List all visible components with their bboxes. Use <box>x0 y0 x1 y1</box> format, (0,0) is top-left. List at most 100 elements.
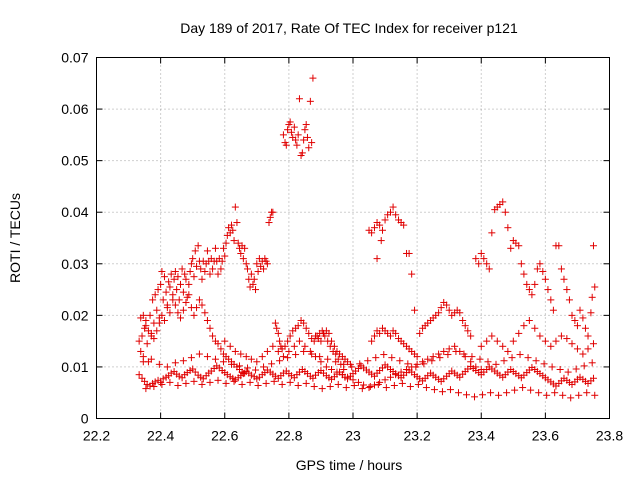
data-point <box>295 95 303 103</box>
data-point <box>153 327 161 335</box>
data-point <box>163 304 171 312</box>
data-point <box>499 198 507 206</box>
data-point <box>270 377 278 385</box>
data-point <box>201 309 209 317</box>
data-point <box>139 311 147 319</box>
x-axis: 22.2 22.4 22.6 22.8 23 23.2 23.4 23.6 23.8 <box>83 57 623 444</box>
data-point <box>191 247 199 255</box>
data-point <box>349 376 357 384</box>
data-point <box>179 288 187 296</box>
data-point <box>536 332 544 340</box>
data-point <box>294 131 302 139</box>
data-point <box>467 332 475 340</box>
data-point <box>226 342 234 350</box>
data-point <box>389 203 397 211</box>
data-point <box>328 366 336 374</box>
data-point <box>177 280 185 288</box>
data-point <box>242 353 250 361</box>
data-point <box>169 296 177 304</box>
data-point <box>576 306 584 314</box>
data-point <box>238 380 246 388</box>
data-point <box>269 208 277 216</box>
data-point <box>324 355 332 363</box>
data-point <box>398 379 406 387</box>
data-point <box>435 350 443 358</box>
data-point <box>171 301 179 309</box>
data-point <box>194 242 202 250</box>
data-point <box>479 391 487 399</box>
data-point <box>171 359 179 367</box>
data-point <box>413 353 421 361</box>
data-point <box>279 131 287 139</box>
data-point <box>408 363 416 371</box>
data-point <box>424 355 432 363</box>
chart-title: Day 189 of 2017, Rate Of TEC Index for r… <box>180 20 518 36</box>
data-point <box>472 255 480 263</box>
grid-lines <box>96 57 610 419</box>
data-point <box>463 391 471 399</box>
data-point <box>254 268 262 276</box>
data-point <box>211 355 219 363</box>
data-point <box>358 385 366 393</box>
data-point <box>182 298 190 306</box>
data-point <box>197 265 205 273</box>
data-point <box>591 283 599 291</box>
data-point <box>392 329 400 337</box>
data-point <box>584 345 592 353</box>
data-point <box>435 309 443 317</box>
data-point <box>445 306 453 314</box>
data-point <box>531 324 539 332</box>
data-point <box>328 337 336 345</box>
data-point <box>552 337 560 345</box>
data-point <box>276 337 284 345</box>
data-point <box>388 354 396 362</box>
data-point <box>166 283 174 291</box>
data-point <box>523 280 531 288</box>
data-point <box>206 270 214 278</box>
data-point <box>174 381 182 389</box>
data-point <box>492 360 500 368</box>
data-point <box>247 270 255 278</box>
data-points <box>135 74 599 402</box>
data-point <box>422 384 430 392</box>
data-point <box>166 309 174 317</box>
data-point <box>437 304 445 312</box>
data-point <box>193 262 201 270</box>
data-point <box>493 337 501 345</box>
data-point <box>487 389 495 397</box>
data-point <box>167 270 175 278</box>
data-point <box>475 260 483 268</box>
data-point <box>185 280 193 288</box>
data-point <box>400 221 408 229</box>
data-point <box>237 350 245 358</box>
data-point <box>175 372 183 380</box>
data-point <box>149 296 157 304</box>
data-point <box>509 337 517 345</box>
y-tick-label: 0.06 <box>61 101 88 117</box>
data-point <box>166 378 174 386</box>
data-point <box>237 249 245 257</box>
data-point <box>579 350 587 358</box>
data-point <box>187 354 195 362</box>
data-point <box>488 229 496 237</box>
data-point <box>382 384 390 392</box>
data-point <box>456 347 464 355</box>
data-point <box>241 244 249 252</box>
data-point <box>583 389 591 397</box>
data-point <box>381 216 389 224</box>
data-point <box>543 391 551 399</box>
data-point <box>310 337 318 345</box>
data-point <box>279 353 287 361</box>
data-point <box>564 368 572 376</box>
data-point <box>591 391 599 399</box>
data-point <box>444 351 452 359</box>
data-point <box>584 332 592 340</box>
data-point <box>305 144 313 152</box>
data-point <box>468 353 476 361</box>
data-point <box>234 239 242 247</box>
data-point <box>477 366 485 374</box>
data-point <box>222 239 230 247</box>
data-point <box>428 357 436 365</box>
data-point <box>430 386 438 394</box>
data-point <box>143 380 151 388</box>
